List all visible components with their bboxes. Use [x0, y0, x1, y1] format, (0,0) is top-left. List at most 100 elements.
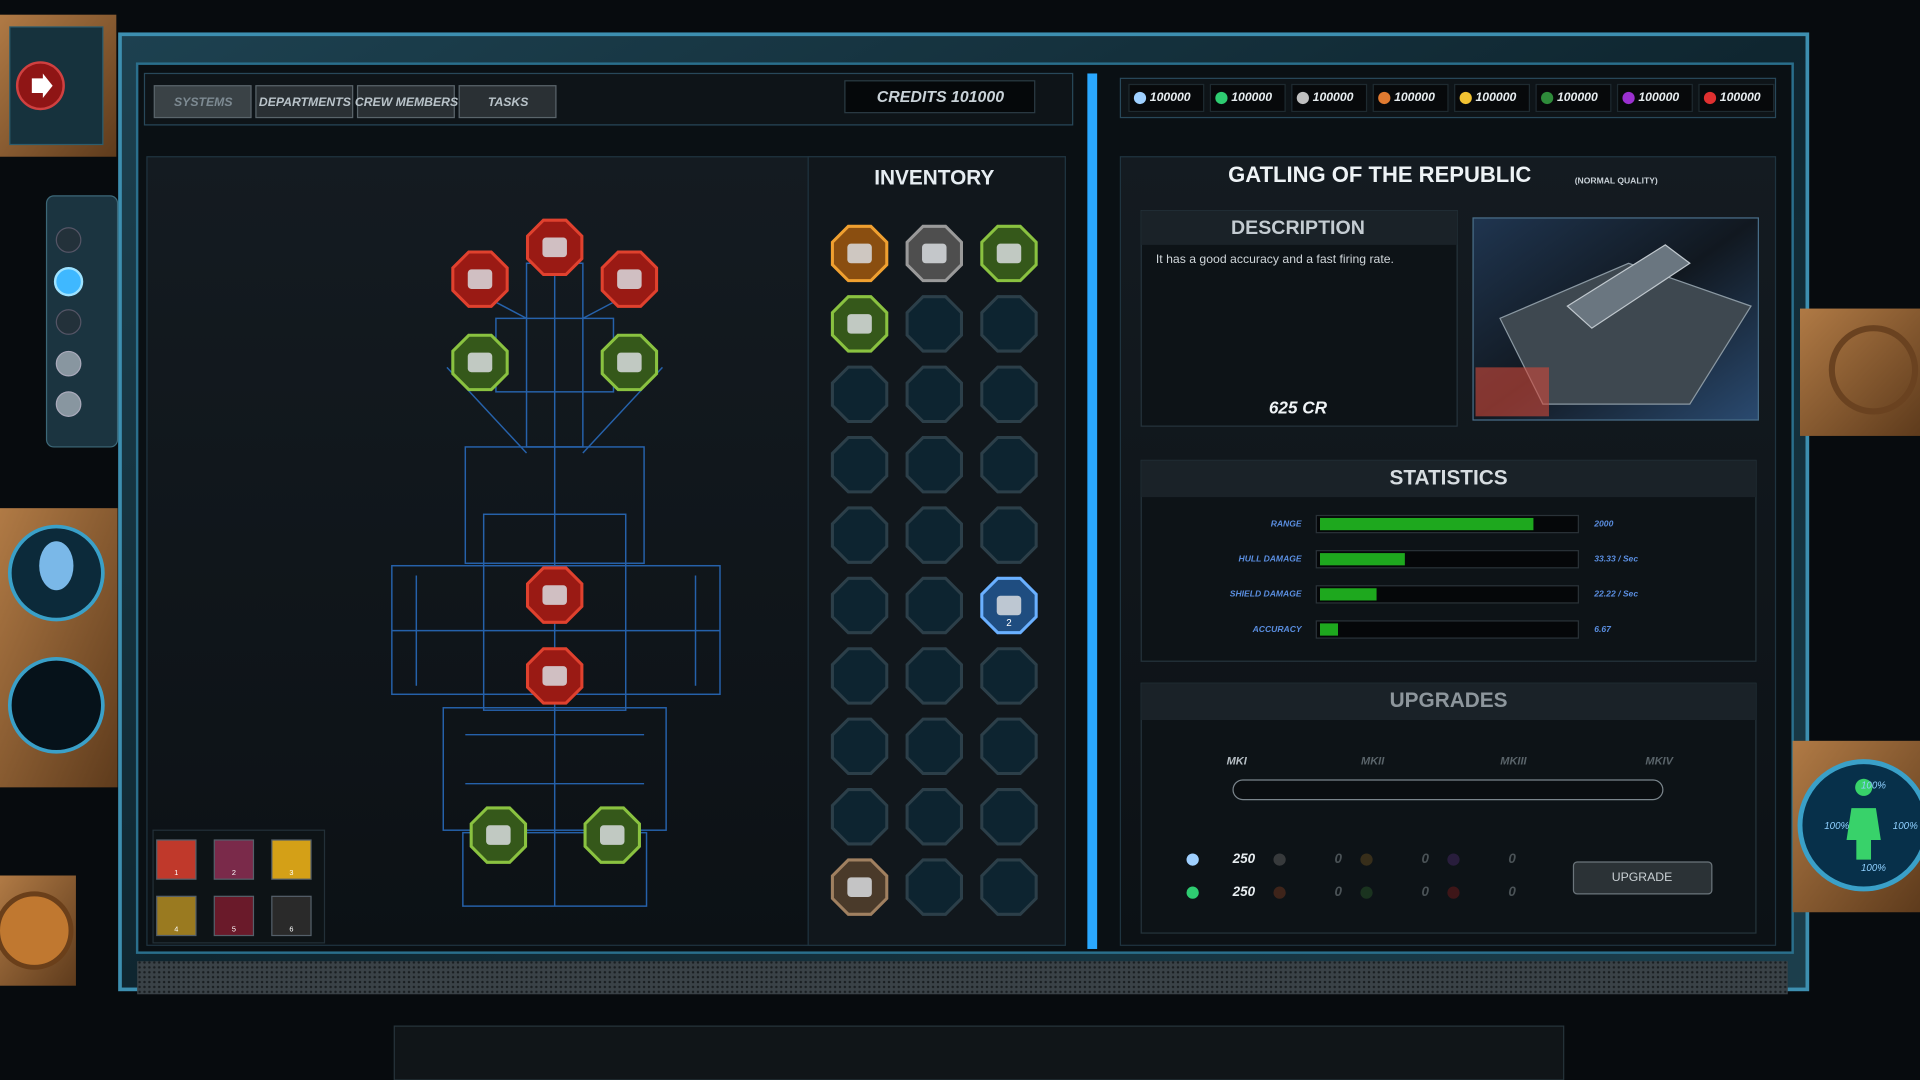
inventory-slot[interactable]: [980, 365, 1038, 424]
crew-status: 100%: [1824, 821, 1849, 832]
inventory-slot[interactable]: [980, 647, 1038, 705]
slot-item: [847, 314, 872, 334]
inventory-slot[interactable]: [905, 788, 964, 846]
slider-dot[interactable]: [55, 350, 82, 377]
resource-icon: [1133, 91, 1147, 105]
upgrade-level: MKII: [1361, 756, 1385, 768]
upgrade-button[interactable]: [1572, 861, 1713, 895]
inventory-slot[interactable]: [905, 295, 964, 353]
slider-dot[interactable]: [55, 309, 82, 335]
cost-amount: 0: [1421, 851, 1429, 866]
skill-icon[interactable]: [271, 839, 312, 880]
inventory-slot[interactable]: [905, 435, 964, 494]
stat-bar: [1320, 517, 1534, 531]
slot-item: [542, 666, 567, 686]
inventory-slot[interactable]: [830, 576, 889, 635]
description-title: DESCRIPTION: [1231, 217, 1365, 239]
advisor-head: [39, 541, 74, 591]
exit-icon: [31, 73, 53, 98]
skill-number: 5: [232, 924, 236, 933]
slider-panel: [45, 195, 119, 448]
cost-amount: 250: [1232, 884, 1256, 899]
resource-icon: [1622, 91, 1635, 105]
tab[interactable]: [356, 85, 455, 119]
inventory-slot[interactable]: [830, 788, 889, 846]
upgrade-track: [1232, 779, 1664, 801]
description-header: [1141, 210, 1458, 245]
tab-label[interactable]: TASKS: [488, 95, 529, 109]
inventory-slot[interactable]: [980, 295, 1038, 353]
inventory-slot[interactable]: [980, 435, 1038, 494]
stat-label: ACCURACY: [1252, 624, 1303, 634]
inventory-slot[interactable]: [830, 506, 889, 564]
inventory-slot[interactable]: [905, 506, 964, 564]
slot-item: [542, 585, 567, 605]
cost-icon: [1447, 886, 1460, 899]
tab-label[interactable]: DEPARTMENTS: [259, 95, 352, 109]
tab-label[interactable]: CREW MEMBERS: [355, 95, 459, 109]
crew-figure: [1846, 778, 1881, 860]
upgrade-button-label[interactable]: UPGRADE: [1612, 870, 1673, 884]
bottom-dial: [0, 891, 74, 970]
skill-icon[interactable]: [156, 895, 197, 937]
skill-icon[interactable]: [271, 895, 312, 937]
cost-icon: [1273, 853, 1286, 866]
inventory-slot[interactable]: [905, 365, 964, 424]
resource-amount: 100000: [1638, 90, 1679, 104]
slider-dot-active[interactable]: [53, 266, 84, 297]
statistics-title: STATISTICS: [1389, 466, 1507, 489]
inventory-slot[interactable]: [830, 717, 889, 776]
stat-value: 2000: [1593, 518, 1613, 528]
stat-bar: [1320, 588, 1377, 601]
resource-amount: 100000: [1557, 90, 1598, 104]
inventory-slot[interactable]: [905, 647, 964, 705]
grille: [137, 961, 1788, 995]
skill-number: 3: [289, 868, 293, 877]
stat-value: 33.33 / Sec: [1594, 553, 1638, 563]
inventory-slot[interactable]: [905, 717, 964, 776]
skill-icon[interactable]: [156, 839, 197, 880]
inventory-title: INVENTORY: [874, 166, 994, 189]
resource-amount: 100000: [1313, 90, 1354, 104]
skill-number: 1: [174, 868, 178, 877]
slot-item: [467, 352, 493, 373]
resource-amount: 100000: [1720, 90, 1761, 104]
log-screen[interactable]: [7, 656, 105, 754]
skill-number: 6: [289, 924, 293, 933]
item-image: [1472, 217, 1759, 421]
crew-status: 100%: [1861, 863, 1886, 874]
skill-icon[interactable]: [213, 839, 255, 880]
inventory-slot[interactable]: [980, 506, 1038, 564]
slider-dot[interactable]: [55, 227, 82, 253]
slot-item: [847, 877, 872, 897]
resource-amount: 100000: [1394, 90, 1435, 104]
tab[interactable]: [255, 85, 354, 119]
item-name: GATLING OF THE REPUBLIC: [1228, 162, 1531, 187]
inventory-slot[interactable]: [980, 788, 1038, 846]
tab-label[interactable]: SYSTEMS: [174, 95, 233, 109]
inventory-slot[interactable]: [980, 717, 1038, 776]
inventory-slot[interactable]: [830, 435, 889, 494]
skill-number: 2: [232, 868, 236, 877]
skill-icon[interactable]: [213, 895, 255, 937]
upgrades-header: [1141, 683, 1756, 720]
tab[interactable]: [153, 85, 252, 119]
slider-dot[interactable]: [55, 391, 82, 417]
upgrade-level: MKI: [1227, 756, 1248, 768]
inventory-slot[interactable]: [905, 576, 964, 635]
inventory-slot[interactable]: [905, 858, 964, 916]
crew-status: 100%: [1893, 821, 1918, 832]
cost-icon: [1186, 886, 1199, 899]
inventory-slot[interactable]: [830, 647, 889, 705]
cost-icon: [1360, 886, 1373, 899]
inventory-slot[interactable]: [830, 365, 889, 424]
description-text: It has a good accuracy and a fast firing…: [1156, 252, 1394, 266]
tab[interactable]: [458, 85, 557, 119]
upgrade-level: MKIII: [1500, 756, 1527, 768]
item-count: 2: [1006, 618, 1011, 629]
inventory-slot[interactable]: [980, 858, 1038, 916]
cost-icon: [1186, 853, 1199, 866]
upgrades-title: UPGRADES: [1390, 689, 1508, 712]
resource-amount: 100000: [1150, 90, 1191, 104]
